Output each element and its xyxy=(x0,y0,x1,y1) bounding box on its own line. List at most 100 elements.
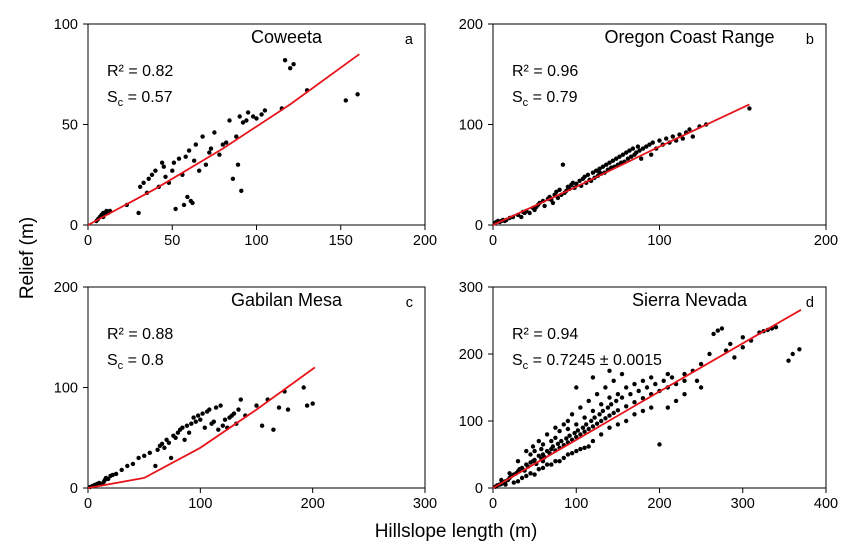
data-point xyxy=(590,408,596,414)
data-point xyxy=(624,404,629,409)
data-point xyxy=(237,114,242,119)
data-point xyxy=(649,405,654,410)
data-point xyxy=(565,426,571,432)
data-point xyxy=(572,430,577,436)
data-point xyxy=(125,463,130,469)
panel-gabilan-mesa: 0 100 200 300 0 100 200 Gabilan Mesa c R² = 0.88 S… xyxy=(54,280,437,512)
data-point xyxy=(503,482,508,487)
panel-coweeta: 0 50 100 150 200 0 50 100 Coweeta a R² = 0.82 Sc = … xyxy=(54,17,437,249)
data-point xyxy=(565,418,571,424)
data-point xyxy=(603,416,608,421)
x-tick-label: 100 xyxy=(564,496,588,512)
data-point xyxy=(625,156,631,161)
data-point xyxy=(597,412,602,417)
data-point xyxy=(605,405,611,410)
y-tick-label: 100 xyxy=(459,414,483,430)
data-point xyxy=(304,403,310,408)
data-point xyxy=(673,398,679,404)
y-tick-label: 200 xyxy=(54,280,78,296)
y-tick-label: 100 xyxy=(54,381,78,397)
data-point xyxy=(560,162,566,167)
data-point xyxy=(511,480,516,485)
data-point xyxy=(259,112,264,117)
data-point xyxy=(259,423,265,428)
data-point xyxy=(582,445,587,450)
data-point xyxy=(163,174,168,179)
data-point xyxy=(211,419,216,424)
data-point xyxy=(153,168,158,173)
data-point xyxy=(220,142,225,147)
data-point xyxy=(582,174,587,179)
data-point xyxy=(216,427,221,432)
panel-title: Gabilan Mesa xyxy=(231,290,343,310)
data-point xyxy=(650,140,655,145)
y-tick-label: 200 xyxy=(459,17,483,33)
y-tick-label: 0 xyxy=(475,481,483,497)
data-point xyxy=(238,397,243,402)
data-point xyxy=(632,400,637,405)
panel-letter: d xyxy=(806,295,814,311)
data-point xyxy=(607,160,612,165)
data-point xyxy=(191,415,196,420)
plot-frame xyxy=(492,23,827,226)
data-point xyxy=(569,451,575,456)
data-point xyxy=(592,415,597,420)
data-point xyxy=(707,351,712,357)
data-point xyxy=(661,378,666,383)
data-point xyxy=(619,371,625,377)
data-point xyxy=(586,398,591,404)
plot-frame xyxy=(87,23,426,226)
data-point xyxy=(553,459,558,464)
data-point xyxy=(615,422,621,427)
data-point xyxy=(189,421,194,426)
data-point xyxy=(528,471,533,476)
data-point xyxy=(519,214,524,220)
data-point xyxy=(570,180,576,185)
data-point xyxy=(559,438,564,444)
data-point xyxy=(665,405,670,410)
data-point xyxy=(578,405,583,410)
data-point xyxy=(647,142,652,147)
data-point xyxy=(186,430,192,435)
data-point xyxy=(615,392,621,397)
data-point xyxy=(532,457,537,463)
x-tick-label: 100 xyxy=(244,233,268,249)
data-point xyxy=(698,361,704,367)
data-point xyxy=(694,378,700,383)
data-point xyxy=(599,418,604,424)
panel-letter: b xyxy=(806,32,814,48)
data-point xyxy=(797,347,802,352)
data-point xyxy=(213,405,219,410)
data-point xyxy=(159,441,165,446)
data-point xyxy=(594,168,599,173)
data-point xyxy=(164,437,169,442)
data-point xyxy=(586,426,591,432)
data-point xyxy=(555,441,561,446)
data-point xyxy=(557,428,562,434)
data-point xyxy=(715,328,720,333)
data-point xyxy=(578,432,583,437)
data-point xyxy=(698,385,704,390)
data-point xyxy=(580,425,586,430)
data-point xyxy=(632,412,637,417)
data-point xyxy=(600,408,606,414)
data-point xyxy=(657,442,662,447)
x-tick-label: 400 xyxy=(814,496,838,512)
data-point xyxy=(170,168,175,173)
data-point xyxy=(590,375,596,380)
data-point xyxy=(176,156,182,161)
data-point xyxy=(234,134,239,139)
y-tick-label: 50 xyxy=(62,118,78,134)
data-point xyxy=(507,471,512,476)
data-point xyxy=(607,368,612,373)
data-point xyxy=(786,358,791,363)
data-point xyxy=(549,438,554,444)
data-point xyxy=(539,446,544,452)
data-point xyxy=(193,142,198,147)
data-point xyxy=(629,154,634,159)
data-point xyxy=(590,170,596,175)
data-point xyxy=(207,407,212,412)
sc-label: Sc = 0.57 xyxy=(107,89,173,109)
data-point xyxy=(590,438,596,444)
data-point xyxy=(245,110,251,115)
